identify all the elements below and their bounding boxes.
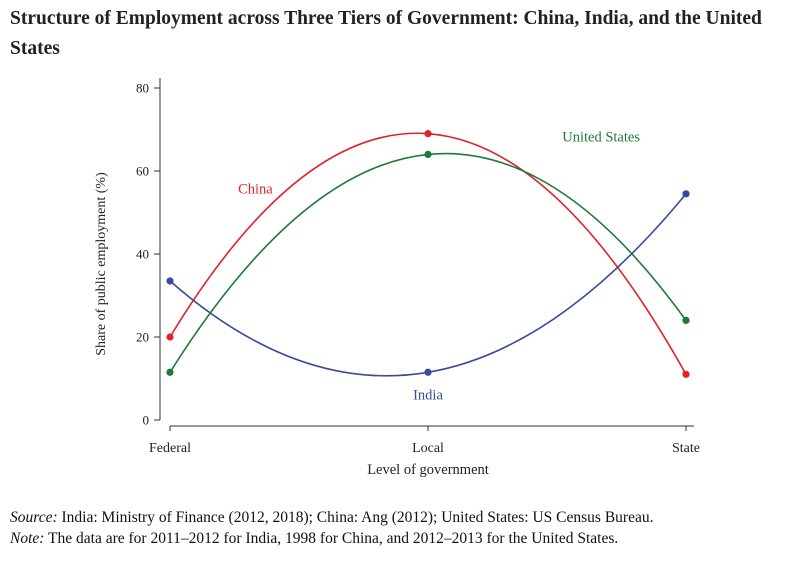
chart-notes: Source: India: Ministry of Finance (2012… [10,507,786,549]
data-point-united-states [424,150,432,158]
x-tick-label: Federal [149,441,191,456]
data-point-india [682,190,690,198]
data-point-china [682,370,690,378]
series-line-india [169,193,687,377]
source-text: India: Ministry of Finance (2012, 2018);… [57,509,654,526]
data-point-india [424,368,432,376]
note-label: Note: [10,530,45,547]
data-point-united-states [682,316,690,324]
x-tick-label: State [672,441,700,456]
source-note: Source: India: Ministry of Finance (2012… [10,507,786,528]
note-text: The data are for 2011–2012 for India, 19… [44,530,619,547]
chart: 0 20 40 60 80 Federal Local State Level of gover… [94,78,700,478]
data-point-india [166,277,174,285]
series-line-china [169,132,687,375]
data-point-united-states [166,368,174,376]
y-tick-label: 60 [136,164,149,179]
x-axis-label: Level of government [367,462,489,478]
series-label-united-states: United States [562,129,640,145]
series-label-china: China [238,181,273,197]
data-point-china [166,333,174,341]
source-label: Source: [10,509,58,526]
series-label-india: India [413,387,443,403]
y-axis-label: Share of public employment (%) [94,172,109,356]
data-point-china [424,130,432,138]
y-tick-label: 40 [136,247,149,262]
y-tick-label: 80 [136,81,149,96]
y-tick-label: 20 [136,330,149,345]
x-tick-label: Local [412,441,444,456]
y-tick-label: 0 [143,413,150,428]
data-note: Note: The data are for 2011–2012 for Ind… [10,528,786,549]
chart-title: Structure of Employment across Three Tie… [10,8,762,59]
